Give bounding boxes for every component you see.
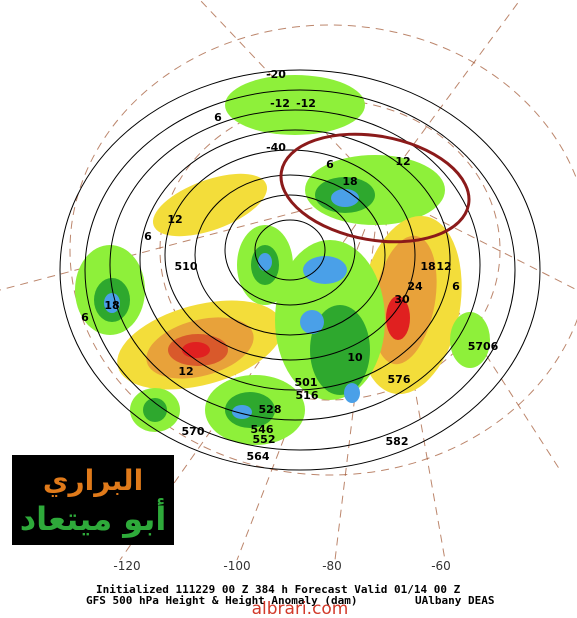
contour-label: 510 [175,260,198,273]
footer-line: GFS 500 hPa Height & Height Anomaly (dam… [86,594,358,607]
logo-line: البراري [43,464,143,497]
longitude-label: -100 [223,559,250,573]
contour-label: 6 [452,280,460,293]
logo-line: أبو ميتعاد [20,498,167,538]
contour-label: 24 [407,280,423,293]
contour-label: 6 [326,158,334,171]
contour-label: 18 [342,175,357,188]
contour-label: 10 [347,351,363,364]
contour-label: 30 [394,293,410,306]
contour-label: -20 [266,68,286,81]
footer-credit: UAlbany DEAS [415,594,494,607]
contour-label: 6 [214,111,222,124]
contour-label: 12 [395,155,410,168]
contour-label: 6 [144,230,152,243]
contour-label: 564 [247,450,270,463]
watermark: albrari.com [252,599,349,618]
anomaly-shading [75,75,490,445]
contour-label: 576 [388,373,411,386]
height-contours [59,69,541,471]
contour-label: -12 [296,97,316,110]
contour-label: 552 [253,433,276,446]
longitude-label: -120 [113,559,140,573]
highlight-circle [279,132,471,244]
contour-label: 12 [167,213,182,226]
contour-label: -40 [266,141,286,154]
contour-label: 6 [81,311,89,324]
longitude-label: -80 [322,559,342,573]
contour-label: 582 [386,435,409,448]
logo: البراري أبو ميتعاد [12,455,174,545]
contour-label: 18 [104,299,119,312]
contour-labels: -20 -12 -12 -40 6 6 12 18 12 6 510 12 18… [81,68,498,463]
contour-label: -12 [270,97,290,110]
longitude-label: -60 [431,559,451,573]
contour-label: 18 [420,260,435,273]
footer-line: Initialized 111229 00 Z 384 h Forecast V… [96,583,461,596]
contour-label: 12 [178,365,193,378]
contour-label: 5706 [468,340,499,353]
contour-label: 516 [296,389,319,402]
contour-label: 12 [436,260,451,273]
contour-label: 528 [259,403,282,416]
contour-label: 501 [295,376,318,389]
contour-label: 570 [182,425,205,438]
contour-label: 546 [251,423,274,436]
